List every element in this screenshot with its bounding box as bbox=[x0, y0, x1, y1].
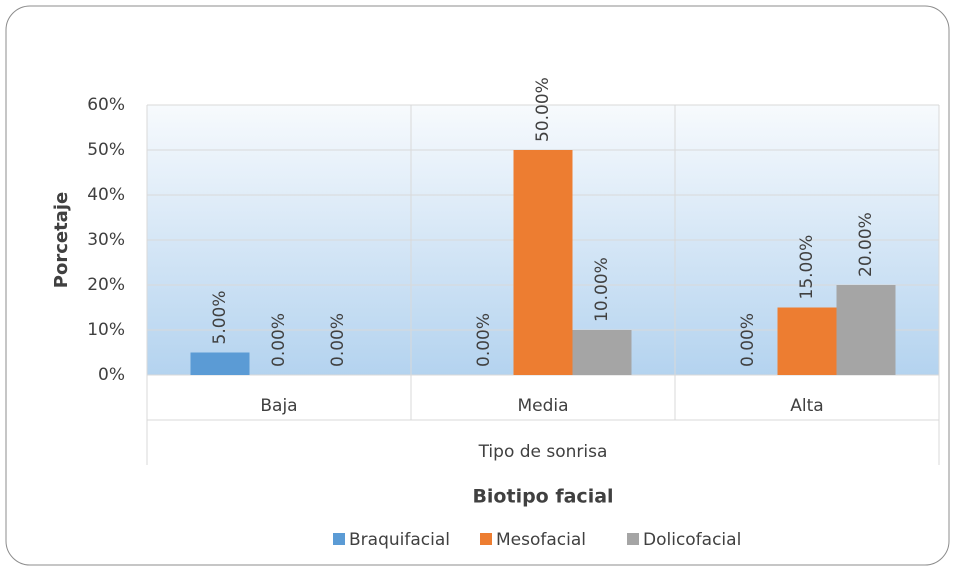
legend-label: Dolicofacial bbox=[643, 530, 741, 550]
x-tick-label: Media bbox=[517, 396, 568, 416]
bar bbox=[572, 330, 632, 375]
bar bbox=[513, 150, 573, 375]
legend-swatch bbox=[333, 533, 345, 545]
legend-label: Braquifacial bbox=[349, 530, 450, 550]
data-label: 50.00% bbox=[533, 77, 553, 142]
data-label: 20.00% bbox=[856, 212, 876, 277]
data-label: 0.00% bbox=[269, 313, 289, 367]
bar bbox=[777, 307, 837, 375]
data-label: 0.00% bbox=[738, 313, 758, 367]
y-tick-label: 20% bbox=[87, 275, 125, 295]
legend-swatch bbox=[480, 533, 492, 545]
y-tick-label: 30% bbox=[87, 230, 125, 250]
data-label: 10.00% bbox=[592, 257, 612, 322]
y-tick-label: 40% bbox=[87, 185, 125, 205]
x-axis-title: Tipo de sonrisa bbox=[478, 442, 608, 462]
y-tick-label: 0% bbox=[98, 365, 125, 385]
legend-title: Biotipo facial bbox=[472, 486, 613, 508]
y-tick-label: 60% bbox=[87, 95, 125, 115]
y-tick-label: 10% bbox=[87, 320, 125, 340]
bar bbox=[190, 352, 250, 375]
data-label: 5.00% bbox=[210, 290, 230, 344]
legend-label: Mesofacial bbox=[496, 530, 586, 550]
x-tick-label: Baja bbox=[260, 396, 297, 416]
x-tick-label: Alta bbox=[790, 396, 823, 416]
data-label: 15.00% bbox=[797, 235, 817, 300]
bar bbox=[836, 285, 896, 375]
data-label: 0.00% bbox=[474, 313, 494, 367]
data-label: 0.00% bbox=[328, 313, 348, 367]
legend-swatch bbox=[627, 533, 639, 545]
y-tick-label: 50% bbox=[87, 140, 125, 160]
y-axis-title: Porcetaje bbox=[51, 192, 72, 288]
